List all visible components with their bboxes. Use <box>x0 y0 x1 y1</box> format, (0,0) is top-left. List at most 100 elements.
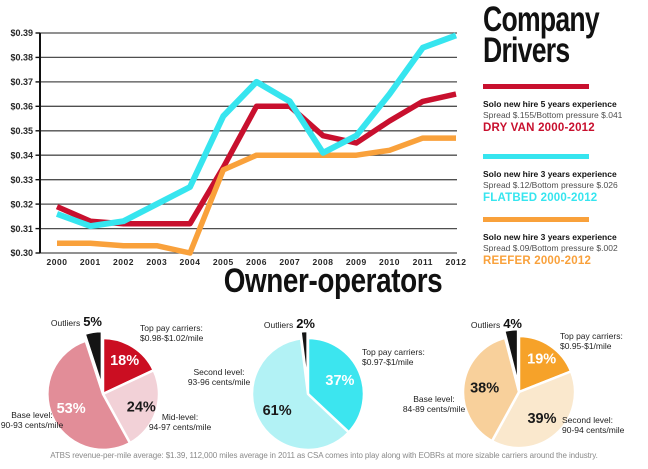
legend-series-label-reefer: REEFER 2000-2012 <box>483 255 592 267</box>
pie3-outliers-pct: 4% <box>503 316 522 331</box>
pie1-outliers-pct: 5% <box>83 314 102 329</box>
pie2-top-pay-line1: Top pay carriers: <box>362 347 425 357</box>
pie1-mid-level-line1: Mid-level: <box>161 412 199 422</box>
pie-pct-label: 18% <box>110 353 139 369</box>
y-tick-label: $0.36 <box>10 102 33 112</box>
pie-pct-label: 24% <box>127 400 156 416</box>
pie3-second-level-callout: Second level: 90-94 cents/mile <box>562 415 634 435</box>
x-tick-label: 2002 <box>113 257 134 267</box>
x-tick-label: 2011 <box>413 257 433 267</box>
pie1-top-pay-line1: Top pay carriers: <box>140 323 203 333</box>
pie3-top-pay-callout: Top pay carriers: $0.95-$1/mile <box>560 331 634 351</box>
legend-heading: Solo new hire 5 years experience <box>483 99 617 109</box>
pie-pct-label: 61% <box>263 403 292 419</box>
y-tick-label: $0.37 <box>10 77 33 87</box>
legend-series-label-flatbed: FLATBED 2000-2012 <box>483 192 598 204</box>
legend-heading: Solo new hire 3 years experience <box>483 169 617 179</box>
pie1-base-level-line2: 90-93 cents/mile <box>0 419 64 430</box>
pie-slice-3 <box>502 327 520 387</box>
legend-entry-dry-van: Solo new hire 5 years experience Spread … <box>483 84 645 134</box>
line-chart-svg: $0.39 $0.38 $0.37 $0.36 $0.35 $0.34 $0.33 $0.32… <box>10 28 467 267</box>
pie-slice-0 <box>517 334 573 394</box>
legend-swatch-dry-van <box>483 84 589 89</box>
pie3-second-level-line2: 90-94 cents/mile <box>562 424 625 435</box>
pie-slice-2 <box>299 329 309 389</box>
pie-chart-dry-van: 18% 24% 53% <box>46 329 161 452</box>
pie-slice-1 <box>101 368 161 445</box>
x-tick-label: 2000 <box>47 257 68 267</box>
pie3-base-level-line2: 84-89 cents/mile <box>402 403 466 414</box>
pie-pct-label: 19% <box>527 352 556 368</box>
pie2-outliers-callout: Outliers 2% <box>235 317 315 331</box>
y-tick-label: $0.38 <box>10 53 33 63</box>
pie1-mid-level-callout: Mid-level: 94-97 cents/mile <box>146 412 214 432</box>
pie3-top-pay-line1: Top pay carriers: <box>560 331 623 341</box>
x-tick-label: 2005 <box>213 257 234 267</box>
page-title-line2: Drivers <box>483 31 570 70</box>
pie2-top-pay-callout: Top pay carriers: $0.97-$1/mile <box>362 347 436 367</box>
x-tick-label: 2003 <box>146 257 167 267</box>
legend-detail: Spread $.155/Bottom pressure $.041 <box>483 110 623 120</box>
pie1-mid-level-line2: 94-97 cents/mile <box>148 421 212 432</box>
pie-slice-3 <box>83 329 104 389</box>
pie3-outliers-label: Outliers <box>470 320 501 330</box>
y-tick-label: $0.31 <box>10 224 33 234</box>
legend-series-label-dry-van: DRY VAN 2000-2012 <box>483 122 595 134</box>
y-tick-label: $0.34 <box>10 150 33 160</box>
page-title: Company Drivers <box>483 0 606 70</box>
pie3-second-level-line1: Second level: <box>562 415 614 425</box>
pie3-outliers-callout: Outliers 4% <box>444 316 522 331</box>
pie-slice-1 <box>250 337 351 452</box>
legend-detail: Spread $.09/Bottom pressure $.002 <box>483 243 618 253</box>
pie-pct-label: 39% <box>527 411 556 427</box>
footnote: ATBS revenue-per-mile average: $1.39, 11… <box>50 451 598 460</box>
series-line-2 <box>57 135 456 256</box>
x-tick-label: 2007 <box>279 257 300 267</box>
pie3-base-level-callout: Base level: 84-89 cents/mile <box>402 394 466 414</box>
y-tick-label: $0.39 <box>10 28 33 38</box>
pie2-second-level-callout: Second level: 93-96 cents/mile <box>186 367 252 387</box>
series-line-1 <box>55 32 458 230</box>
legend-panel: Company Drivers Solo new hire 5 years ex… <box>483 0 645 267</box>
pie2-outliers-label: Outliers <box>263 320 294 330</box>
pie1-top-pay-callout: Top pay carriers: $0.98-$1.02/mile <box>140 323 224 343</box>
pie1-top-pay-line2: $0.98-$1.02/mile <box>140 332 204 343</box>
pie-chart-flatbed: 37% 61% <box>250 329 366 452</box>
pie-pct-label: 38% <box>470 381 499 397</box>
x-tick-label: 2004 <box>180 257 201 267</box>
y-tick-label: $0.32 <box>10 199 33 209</box>
pie-pct-label: 37% <box>325 373 354 389</box>
legend-entry-reefer: Solo new hire 3 years experience Spread … <box>483 217 645 267</box>
x-tick-label: 2012 <box>446 257 467 267</box>
pie1-outliers-label: Outliers <box>50 318 81 328</box>
legend-detail: Spread $.12/Bottom pressure $.026 <box>483 180 618 190</box>
legend-swatch-flatbed <box>483 154 589 159</box>
pie2-second-level-line1: Second level: <box>193 367 245 377</box>
x-tick-label: 2009 <box>346 257 367 267</box>
y-tick-label: $0.35 <box>10 126 33 136</box>
pie2-second-level-line2: 93-96 cents/mile <box>187 376 251 387</box>
pie-chart-reefer: 19% 39% 38% <box>461 327 577 450</box>
pie-pct-label: 53% <box>57 401 86 417</box>
x-tick-label: 2008 <box>313 257 334 267</box>
pie3-base-level-line1: Base level: <box>413 394 455 404</box>
legend-entry-flatbed: Solo new hire 3 years experience Spread … <box>483 154 645 204</box>
pie2-top-pay-line2: $0.97-$1/mile <box>362 356 414 367</box>
y-tick-label: $0.33 <box>10 175 33 185</box>
pie1-base-level-line1: Base level: <box>11 410 53 420</box>
pie-slice-0 <box>306 336 366 434</box>
x-tick-label: 2006 <box>246 257 267 267</box>
pie1-base-level-callout: Base level: 90-93 cents/mile <box>0 410 64 430</box>
pie3-top-pay-line2: $0.95-$1/mile <box>560 340 612 351</box>
pie-slice-2 <box>461 336 521 443</box>
page-title-line1: Company <box>483 0 600 39</box>
pie-slice-0 <box>101 336 155 396</box>
legend-heading: Solo new hire 3 years experience <box>483 232 617 242</box>
x-tick-label: 2010 <box>379 257 400 267</box>
y-tick-label: $0.30 <box>10 248 33 258</box>
x-tick-label: 2001 <box>80 257 101 267</box>
pie-slice-1 <box>490 370 577 450</box>
legend-swatch-reefer <box>483 217 589 222</box>
owner-operators-title: Owner-operators <box>223 262 443 300</box>
